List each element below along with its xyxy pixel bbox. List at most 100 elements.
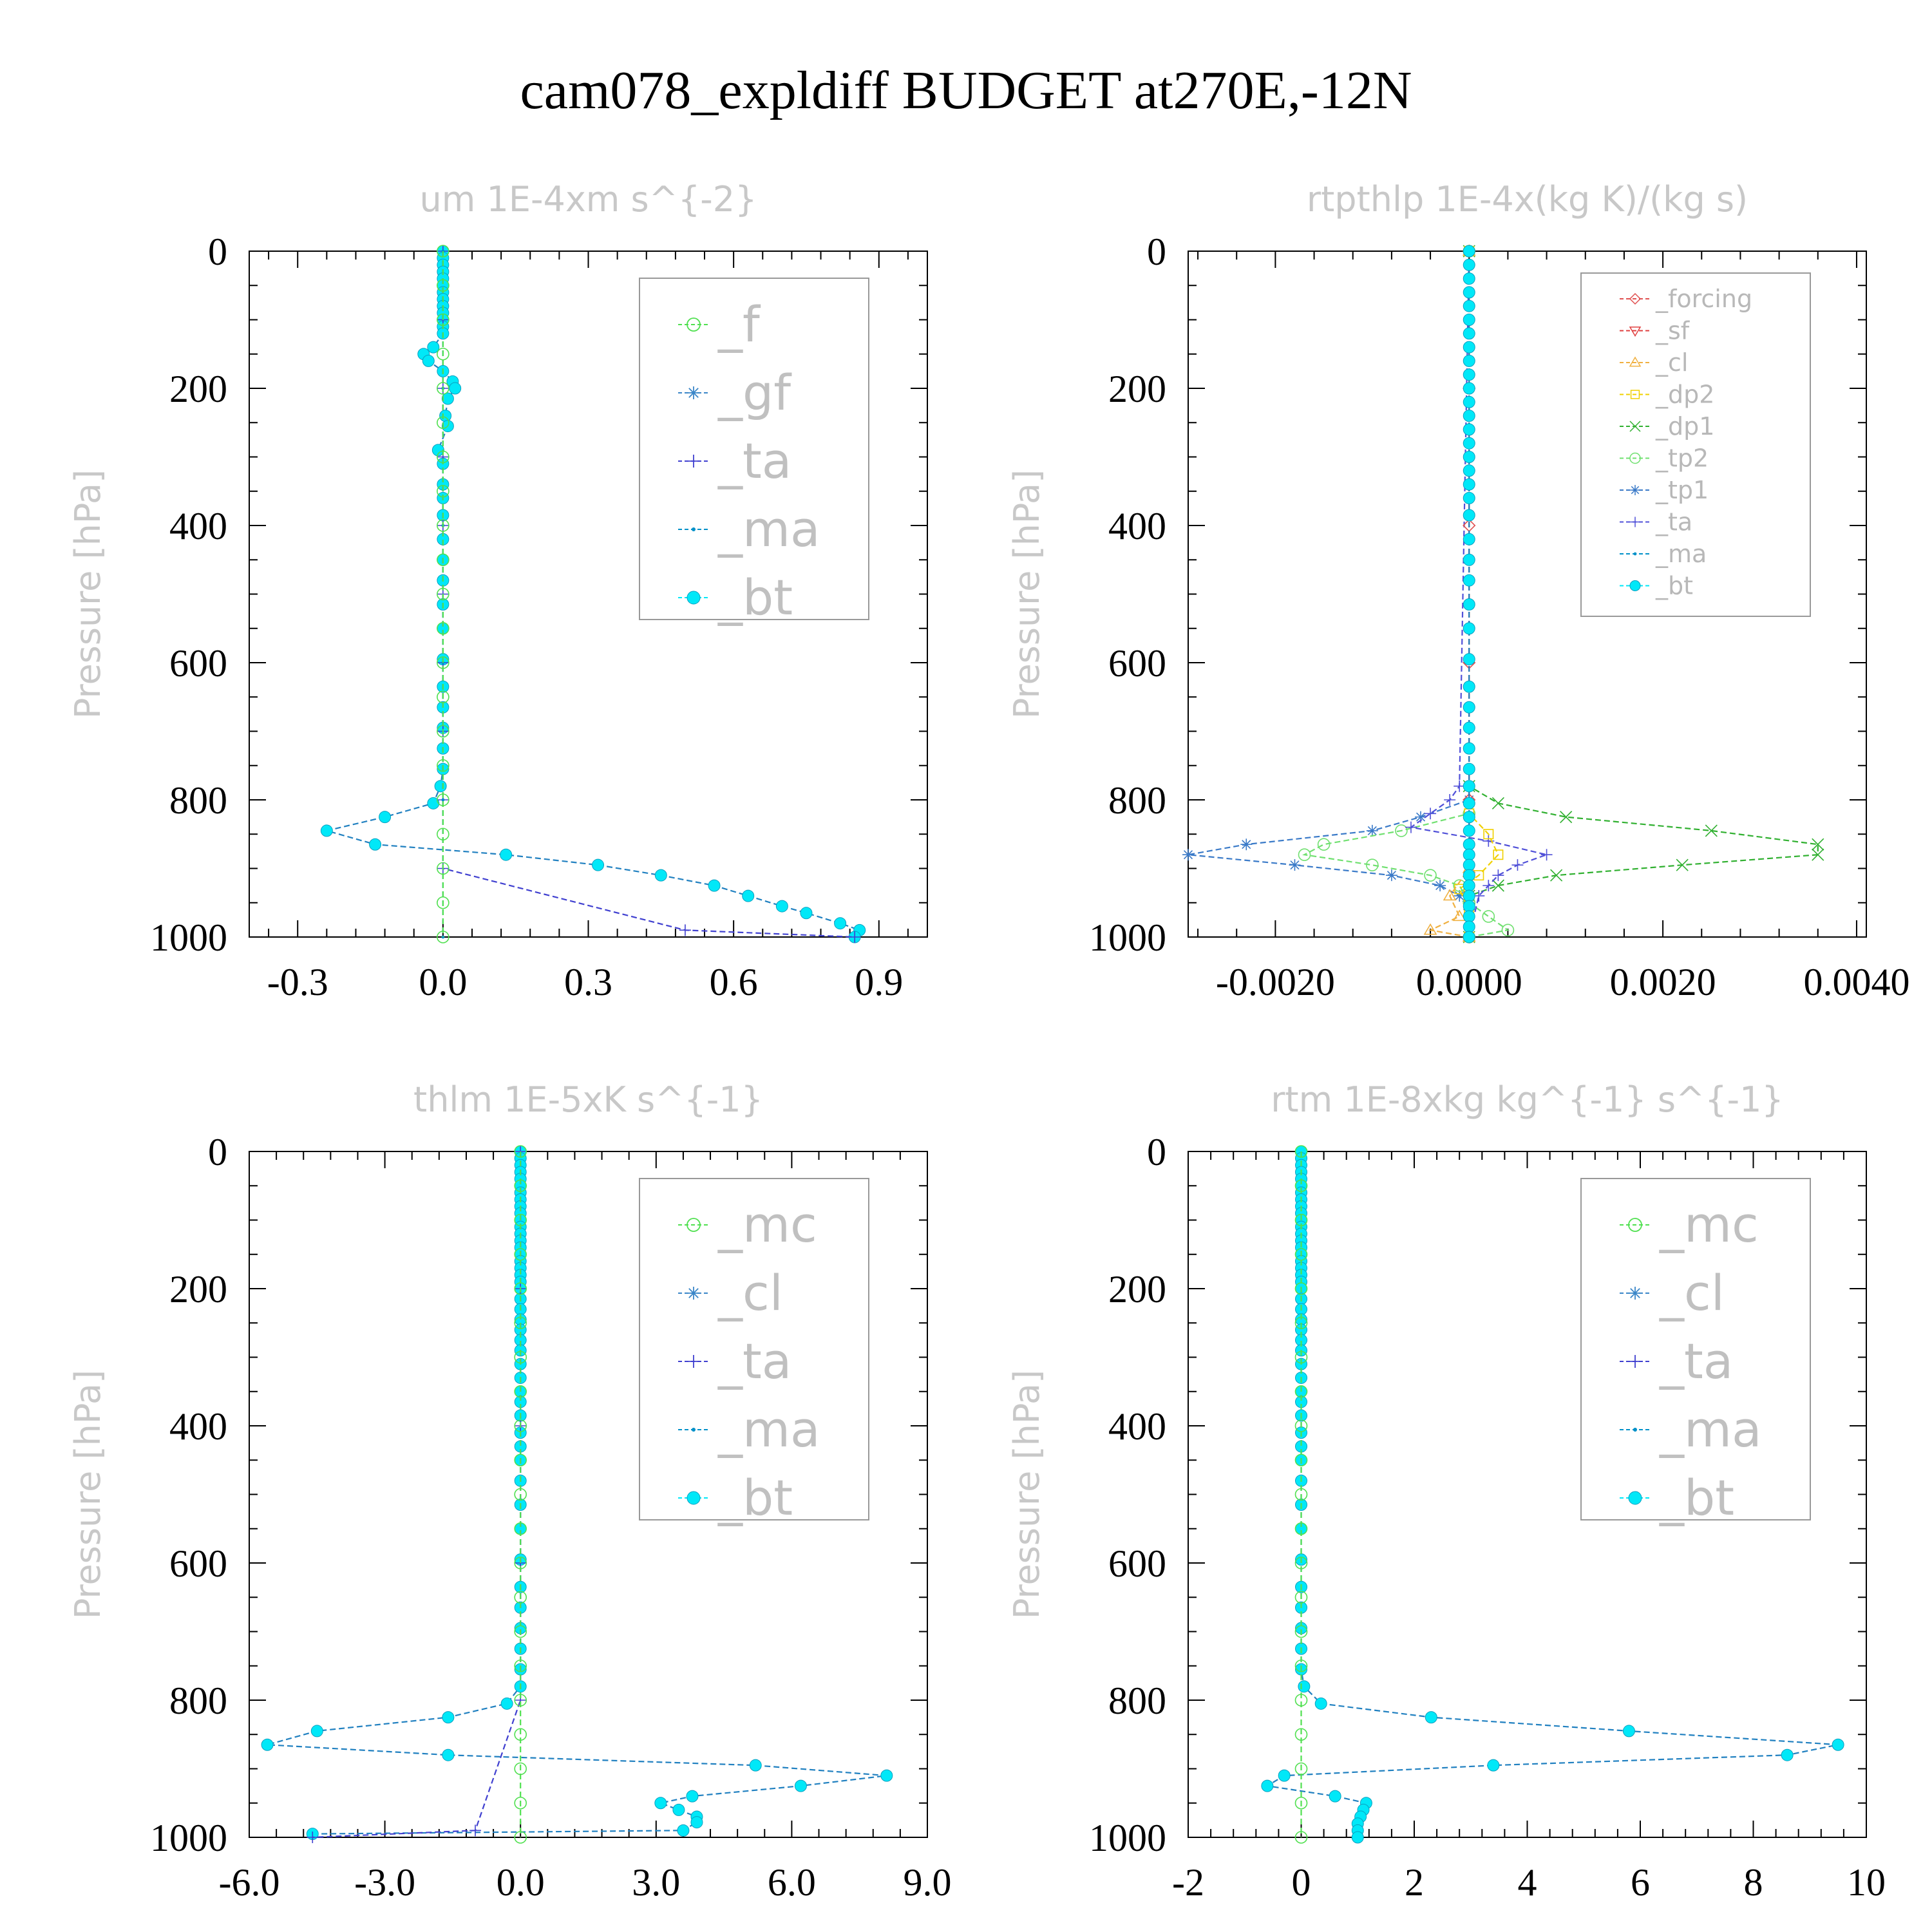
series-tp2 bbox=[1298, 245, 1515, 943]
data-point bbox=[514, 1213, 527, 1227]
data-point bbox=[654, 869, 667, 882]
legend-item: _ma bbox=[678, 500, 820, 558]
data-point bbox=[1443, 889, 1457, 901]
data-point bbox=[1463, 742, 1475, 755]
legend-marker bbox=[1628, 1218, 1642, 1232]
legend-marker bbox=[1629, 1287, 1642, 1300]
data-point bbox=[1492, 879, 1504, 892]
y-tick-label: 400 bbox=[1108, 505, 1166, 547]
legend: _f _gf _ta _ma _bt bbox=[639, 278, 869, 626]
series-mc bbox=[514, 1145, 527, 1844]
data-point bbox=[1294, 1213, 1308, 1227]
legend-label: _bt bbox=[717, 1469, 793, 1526]
data-point bbox=[1463, 680, 1475, 693]
legend-marker bbox=[1633, 552, 1637, 556]
data-point bbox=[1463, 797, 1475, 810]
data-point bbox=[677, 1824, 690, 1837]
x-tick-label: 8 bbox=[1744, 1861, 1763, 1904]
y-axis: 0 200 400 600 800 1000 bbox=[1089, 1131, 1866, 1859]
data-point bbox=[1463, 423, 1475, 436]
data-point bbox=[437, 621, 450, 635]
data-point bbox=[1463, 931, 1475, 943]
legend-marker bbox=[1630, 516, 1640, 527]
data-point bbox=[1405, 821, 1417, 833]
legend-marker bbox=[687, 591, 701, 605]
data-point bbox=[1463, 622, 1475, 635]
data-point bbox=[437, 553, 450, 567]
x-tick-label: 10 bbox=[1847, 1861, 1886, 1904]
data-point bbox=[1294, 1522, 1308, 1535]
data-point bbox=[1424, 869, 1437, 882]
legend-box bbox=[639, 1178, 869, 1520]
data-point bbox=[1425, 1711, 1437, 1724]
legend-label: _ta bbox=[1659, 1332, 1733, 1390]
data-point bbox=[1366, 824, 1378, 837]
x-tick-label: -2 bbox=[1172, 1861, 1204, 1904]
legend-marker bbox=[1629, 580, 1641, 591]
y-axis-label: Pressure [hPa] bbox=[68, 469, 108, 719]
data-point bbox=[1483, 829, 1494, 840]
data-point bbox=[1294, 1831, 1308, 1844]
data-point bbox=[1832, 1738, 1844, 1751]
y-tick-label: 0 bbox=[1147, 1131, 1166, 1173]
data-point bbox=[514, 1694, 527, 1707]
data-point bbox=[1366, 858, 1379, 871]
data-point bbox=[437, 793, 450, 806]
x-tick-label: 0.6 bbox=[710, 961, 758, 1003]
data-point bbox=[1463, 382, 1475, 395]
data-point bbox=[437, 416, 450, 430]
legend-label: _ma bbox=[717, 500, 820, 558]
data-point bbox=[1463, 889, 1475, 902]
legend-marker bbox=[1630, 485, 1640, 495]
x-tick-label: 0.0020 bbox=[1610, 961, 1716, 1003]
x-tick-label: 0.9 bbox=[855, 961, 903, 1003]
data-point bbox=[1463, 762, 1475, 775]
legend-item: _ta bbox=[678, 432, 791, 489]
data-point bbox=[307, 1832, 319, 1843]
series-ta bbox=[307, 1146, 527, 1843]
data-point bbox=[422, 354, 435, 367]
y-axis: 0 200 400 600 800 1000 bbox=[150, 1131, 927, 1859]
legend-label: _ma bbox=[717, 1401, 820, 1458]
legend-item: _cl bbox=[1620, 348, 1688, 377]
data-point bbox=[1294, 1145, 1308, 1158]
series-line bbox=[1468, 251, 1819, 937]
data-point bbox=[514, 1522, 527, 1535]
data-point bbox=[1482, 880, 1495, 892]
data-point bbox=[514, 1419, 527, 1432]
data-point bbox=[437, 931, 450, 943]
data-point bbox=[514, 1179, 527, 1193]
series-bt bbox=[1463, 245, 1475, 943]
data-point bbox=[1463, 509, 1475, 522]
y-tick-label: 1000 bbox=[150, 1817, 227, 1859]
y-tick-label: 800 bbox=[1108, 1680, 1166, 1722]
y-tick-label: 0 bbox=[1147, 231, 1166, 273]
legend-label: _dp2 bbox=[1655, 381, 1714, 409]
data-point bbox=[427, 797, 440, 810]
data-point bbox=[437, 313, 450, 327]
y-tick-label: 400 bbox=[169, 1405, 227, 1448]
data-point bbox=[1463, 701, 1475, 714]
data-point bbox=[1294, 1179, 1308, 1193]
data-point bbox=[672, 1803, 685, 1816]
data-point bbox=[437, 690, 450, 704]
data-point bbox=[437, 862, 450, 875]
data-point bbox=[1463, 838, 1475, 851]
panel-title: um 1E-4xm s^{-2} bbox=[420, 179, 757, 220]
data-point bbox=[1329, 1790, 1341, 1803]
y-tick-label: 400 bbox=[169, 505, 227, 547]
y-tick-label: 600 bbox=[169, 642, 227, 685]
data-point bbox=[449, 382, 462, 395]
legend-marker bbox=[687, 1355, 700, 1368]
series-tp1 bbox=[1182, 245, 1475, 943]
legend-label: _mc bbox=[717, 1196, 817, 1253]
data-point bbox=[1463, 533, 1475, 545]
x-axis: -6.0 -3.0 0.0 3.0 6.0 9.0 bbox=[219, 1151, 952, 1904]
data-point bbox=[1463, 258, 1475, 271]
data-point bbox=[1314, 1697, 1327, 1710]
data-point bbox=[1463, 368, 1475, 381]
data-point bbox=[514, 1385, 527, 1398]
data-point bbox=[1182, 849, 1194, 861]
data-point bbox=[1317, 838, 1331, 851]
legend-item: _gf bbox=[678, 364, 792, 421]
